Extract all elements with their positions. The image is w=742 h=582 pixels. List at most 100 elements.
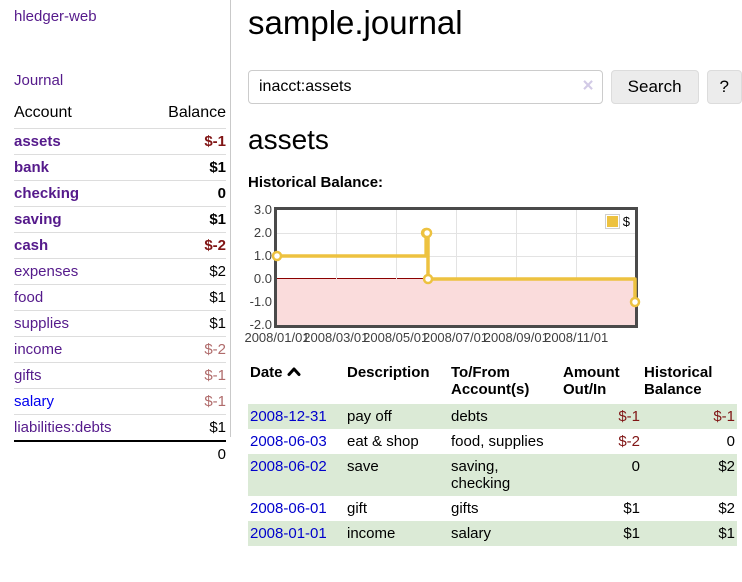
accounts-table: Account Balance assets $-1 bank $1 check…	[14, 102, 226, 467]
register-header-accounts: To/From Account(s)	[451, 364, 530, 398]
transaction-date-link[interactable]: 2008-01-01	[250, 525, 327, 542]
x-axis-tick-label: 2008/07/01	[422, 330, 489, 345]
y-axis-tick-label: -2.0	[249, 317, 272, 332]
y-axis-tick-label: 3.0	[253, 202, 272, 217]
accounts-total-value: 0	[147, 440, 226, 467]
transaction-accounts: salary	[449, 521, 561, 546]
register-row: 2008-12-31 pay off debts $-1 $-1	[248, 404, 737, 429]
negreg	[277, 279, 635, 325]
register-table: Date Description To/From Account(s) Amou…	[248, 362, 737, 546]
account-row: supplies $1	[14, 310, 226, 337]
transaction-balance: $-1	[642, 404, 737, 429]
clear-search-icon[interactable]: ×	[582, 75, 594, 97]
account-balance: $-1	[147, 128, 226, 155]
legend-label: $	[622, 214, 630, 229]
account-row: gifts $-1	[14, 362, 226, 389]
transaction-date-link[interactable]: 2008-06-02	[250, 458, 327, 475]
chart-plot-area: $	[271, 207, 641, 328]
accounts-header-balance: Balance	[168, 104, 226, 121]
account-link-expenses[interactable]: expenses	[14, 263, 79, 280]
search-input[interactable]	[248, 70, 603, 104]
main-content: sample.journal × Search ? assets Histori…	[232, 0, 742, 546]
gl-v	[576, 210, 577, 325]
x-axis-tick-label: 2008/05/01	[363, 330, 429, 345]
accounts-panel: Account Balance assets $-1 bank $1 check…	[14, 102, 226, 467]
accounts-header-account: Account	[14, 104, 72, 121]
gl-v	[336, 210, 337, 325]
transaction-description: pay off	[345, 404, 449, 429]
register-header-balance: Historical Balance	[644, 364, 713, 398]
account-link-food[interactable]: food	[14, 289, 44, 306]
register-header-amount: Amount Out/In	[563, 364, 620, 398]
account-balance: $-1	[147, 388, 226, 415]
account-link-saving[interactable]: saving	[14, 211, 62, 228]
search-button[interactable]: Search	[610, 70, 699, 104]
transaction-accounts: debts	[449, 404, 561, 429]
account-balance: $-2	[147, 336, 226, 363]
chart-title: Historical Balance:	[248, 174, 384, 191]
account-row: cash $-2	[14, 232, 226, 259]
y-axis-tick-label: 1.0	[253, 248, 272, 263]
register-header-date: Date	[248, 362, 345, 404]
register-header-description: Description	[347, 364, 430, 381]
help-button[interactable]: ?	[706, 70, 742, 104]
accounts-total-row: 0	[14, 440, 226, 467]
accounts-header-row: Account Balance	[14, 102, 226, 129]
x-axis-tick-label: 2008/01/01	[244, 330, 310, 345]
transaction-balance: $2	[718, 500, 735, 517]
account-link-salary[interactable]: salary	[14, 393, 55, 410]
transaction-accounts: food, supplies	[451, 433, 544, 450]
transaction-balance: $2	[642, 454, 737, 496]
account-link-assets[interactable]: assets	[14, 133, 61, 150]
transaction-date-link[interactable]: 2008-12-31	[250, 408, 327, 425]
transaction-balance: $1	[642, 521, 737, 546]
account-balance: $1	[147, 154, 226, 181]
transaction-amount: $-1	[561, 404, 642, 429]
gl-v	[516, 210, 517, 325]
account-row: food $1	[14, 284, 226, 311]
page-title: sample.journal	[248, 4, 463, 41]
chart-legend: $	[602, 213, 632, 230]
account-balance: $1	[147, 284, 226, 311]
register-row: 2008-06-01 gift gifts $1 $2	[248, 496, 737, 521]
transaction-description: gift	[347, 500, 368, 517]
y-axis-tick-label: -1.0	[249, 294, 272, 309]
search-bar: × Search ?	[248, 70, 742, 104]
account-balance: $1	[147, 206, 226, 233]
x-axis-tick-label: 2008/03/01	[303, 330, 369, 345]
account-link-bank[interactable]: bank	[14, 159, 50, 176]
register-row: 2008-01-01 income salary $1 $1	[248, 521, 737, 546]
x-axis-tick-label: 2008/11/01	[544, 330, 609, 345]
account-link-gifts[interactable]: gifts	[14, 367, 42, 384]
account-link-supplies[interactable]: supplies	[14, 315, 70, 332]
account-row: salary $-1	[14, 388, 226, 415]
sidebar: hledger-web Journal Account Balance asse…	[0, 0, 231, 467]
account-link-income[interactable]: income	[14, 341, 63, 358]
legend-swatch-icon	[604, 214, 620, 229]
account-row: saving $1	[14, 206, 226, 233]
account-row: bank $1	[14, 154, 226, 181]
transaction-balance: 0	[726, 433, 735, 450]
register-row: 2008-06-03 eat & shop food, supplies $-2…	[248, 429, 737, 454]
account-balance: $1	[147, 310, 226, 337]
account-link-cash[interactable]: cash	[14, 237, 49, 254]
account-balance: 0	[147, 180, 226, 207]
balance-line-series	[271, 227, 641, 308]
account-link-checking[interactable]: checking	[14, 185, 80, 202]
sidebar-item-journal[interactable]: Journal	[14, 72, 64, 89]
transaction-accounts: saving, checking	[449, 454, 561, 496]
account-balance: $1	[147, 414, 226, 441]
account-balance: $-2	[147, 232, 226, 259]
transaction-amount: 0	[561, 454, 642, 496]
register-row: 2008-06-02 save saving, checking 0 $2	[248, 454, 737, 496]
account-row: assets $-1	[14, 128, 226, 155]
account-row: checking 0	[14, 180, 226, 207]
account-balance: $2	[147, 258, 226, 285]
transaction-description: save	[345, 454, 449, 496]
app-brand-link[interactable]: hledger-web	[14, 8, 97, 25]
transaction-date-link[interactable]: 2008-06-03	[250, 433, 327, 450]
transaction-date-link[interactable]: 2008-06-01	[250, 500, 327, 517]
account-link-liabilities-debts[interactable]: liabilities:debts	[14, 419, 112, 436]
transaction-amount: $1	[623, 500, 640, 517]
account-row: expenses $2	[14, 258, 226, 285]
